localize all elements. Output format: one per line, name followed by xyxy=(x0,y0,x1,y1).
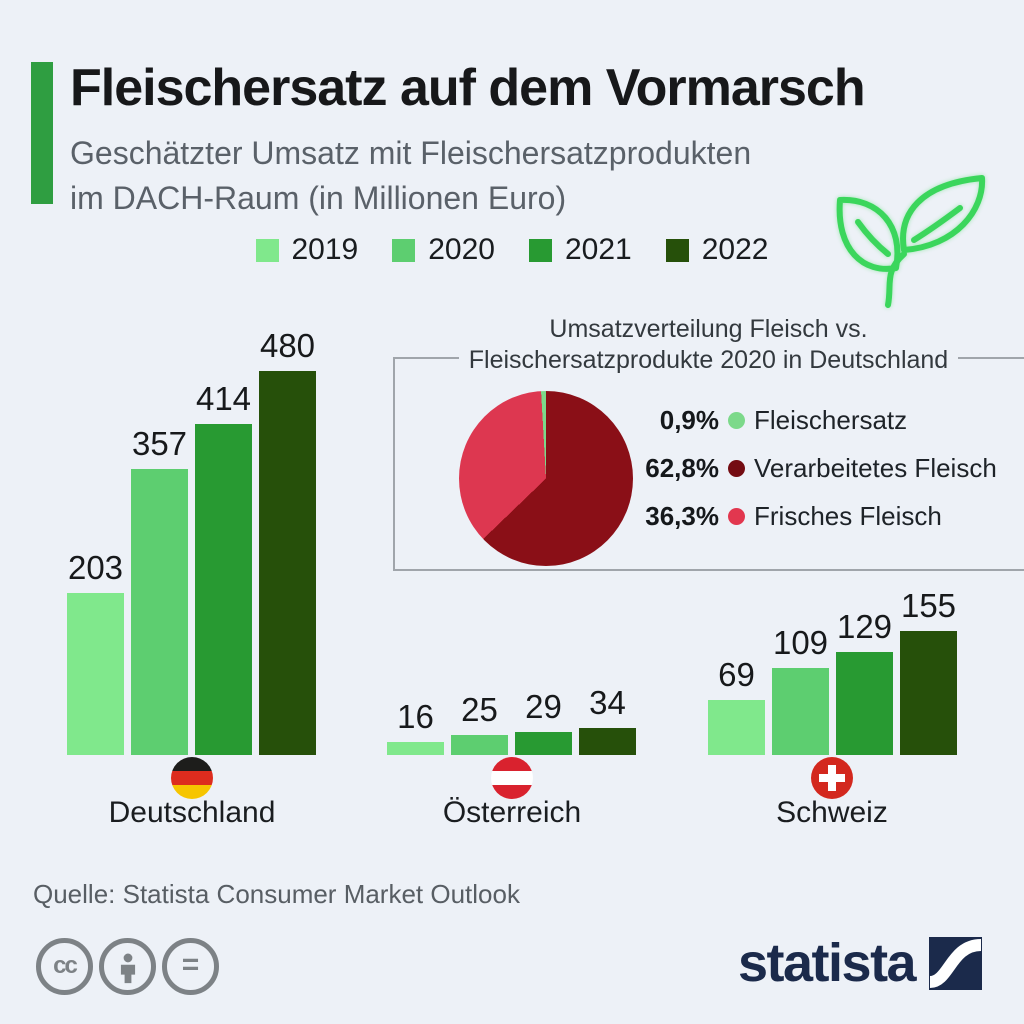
bar-Deutschland-2022 xyxy=(259,371,316,755)
bar-value-label: 29 xyxy=(525,688,562,725)
plant-right-leaf xyxy=(900,175,986,253)
legend-label: 2019 xyxy=(291,233,359,266)
bar-value-label: 16 xyxy=(397,698,434,735)
legend-swatch-2021 xyxy=(529,238,552,262)
plant-left-vein xyxy=(855,219,891,257)
flag-cross xyxy=(819,774,845,782)
plant-right-vein xyxy=(911,205,963,243)
bar-value-label: 414 xyxy=(195,380,252,417)
bar-Österreich-2020 xyxy=(451,735,508,755)
cc-icon[interactable]: cc xyxy=(36,938,93,995)
bar-Österreich-2019 xyxy=(387,742,444,755)
legend-item-2022: 2022 xyxy=(665,233,769,267)
flag-icon-Schweiz xyxy=(811,757,853,799)
pie-legend-dot xyxy=(728,459,745,477)
country-label-Schweiz: Schweiz xyxy=(776,796,888,829)
year-legend: 2019 2020 2021 2022 xyxy=(0,233,1024,267)
person-glyph xyxy=(120,953,135,983)
statista-logo-mark xyxy=(929,936,983,990)
bar-Schweiz-2019 xyxy=(708,700,765,755)
legend-item-2021: 2021 xyxy=(529,233,632,267)
statista-logo-text: statista xyxy=(738,933,917,993)
bar-value-label: 109 xyxy=(772,624,829,661)
subtitle-line-2: im DACH-Raum (in Millionen Euro) xyxy=(70,180,567,216)
title-accent-bar xyxy=(31,62,53,204)
legend-label: 2021 xyxy=(565,233,632,266)
subtitle-line-1: Geschätzter Umsatz mit Fleischersatzprod… xyxy=(70,135,752,171)
bar-value-label: 357 xyxy=(131,425,188,462)
bar-value-label: 480 xyxy=(259,327,316,364)
pie-chart xyxy=(459,391,633,566)
subtitle: Geschätzter Umsatz mit Fleischersatzprod… xyxy=(70,131,910,221)
plant-stem xyxy=(885,251,907,308)
bar-Österreich-2022 xyxy=(579,728,636,755)
equals-icon[interactable]: = xyxy=(162,938,219,995)
country-label-Österreich: Österreich xyxy=(442,796,582,829)
pie-legend-label: Frisches Fleisch xyxy=(754,500,942,531)
bar-Österreich-2021 xyxy=(515,732,572,755)
bar-value-label: 155 xyxy=(900,587,957,624)
pie-legend-percent: 0,9% xyxy=(659,404,719,435)
flag-icon-Deutschland xyxy=(171,757,213,799)
bar-Schweiz-2022 xyxy=(900,631,957,755)
legend-label: 2022 xyxy=(701,233,769,266)
pie-legend-row-Frisches Fleisch: 36,3% Frisches Fleisch xyxy=(640,492,997,540)
legend-item-2020: 2020 xyxy=(392,233,495,267)
country-label-Deutschland: Deutschland xyxy=(108,796,276,829)
plant-icon xyxy=(836,175,986,308)
pie-legend-label: Fleischersatz xyxy=(754,404,908,435)
pie-legend: 0,9% Fleischersatz 62,8% Verarbeitetes Flei… xyxy=(640,396,997,540)
attribution-icon[interactable] xyxy=(99,938,156,995)
bar-value-label: 129 xyxy=(836,608,893,645)
legend-item-2019: 2019 xyxy=(255,233,359,267)
legend-label: 2020 xyxy=(428,233,495,266)
page-title: Fleischersatz auf dem Vormarsch xyxy=(70,59,866,117)
bar-Deutschland-2019 xyxy=(67,593,124,755)
bar-Schweiz-2021 xyxy=(836,652,893,755)
flag-icon-Österreich xyxy=(491,757,533,799)
pie-inset-title: Umsatzverteilung Fleisch vs. Fleischersa… xyxy=(393,314,1024,376)
pie-legend-percent: 62,8% xyxy=(645,452,719,483)
bar-value-label: 34 xyxy=(589,684,626,721)
pie-legend-dot xyxy=(728,411,745,429)
bar-value-label: 69 xyxy=(718,656,755,693)
bar-value-label: 25 xyxy=(461,691,498,728)
legend-swatch-2022 xyxy=(665,238,689,262)
legend-swatch-2019 xyxy=(255,238,279,262)
legend-swatch-2020 xyxy=(392,238,416,262)
pie-legend-row-Verarbeitetes Fleisch: 62,8% Verarbeitetes Fleisch xyxy=(640,444,997,492)
bar-Schweiz-2020 xyxy=(772,668,829,755)
pie-legend-label: Verarbeitetes Fleisch xyxy=(754,452,997,483)
pie-legend-percent: 36,3% xyxy=(645,500,719,531)
pie-title-line-1: Umsatzverteilung Fleisch vs. xyxy=(549,315,868,343)
pie-legend-row-Fleischersatz: 0,9% Fleischersatz xyxy=(640,396,997,444)
pie-legend-dot xyxy=(728,507,745,525)
statista-logo[interactable]: statista xyxy=(738,933,983,993)
plant-left-leaf xyxy=(836,196,901,272)
bar-Deutschland-2020 xyxy=(131,469,188,755)
bar-Deutschland-2021 xyxy=(195,424,252,755)
pie-title-line-2: Fleischersatzprodukte 2020 in Deutschlan… xyxy=(458,345,959,376)
license-icons: cc = xyxy=(36,938,219,995)
bar-value-label: 203 xyxy=(67,549,124,586)
source-text: Quelle: Statista Consumer Market Outlook xyxy=(33,879,520,909)
